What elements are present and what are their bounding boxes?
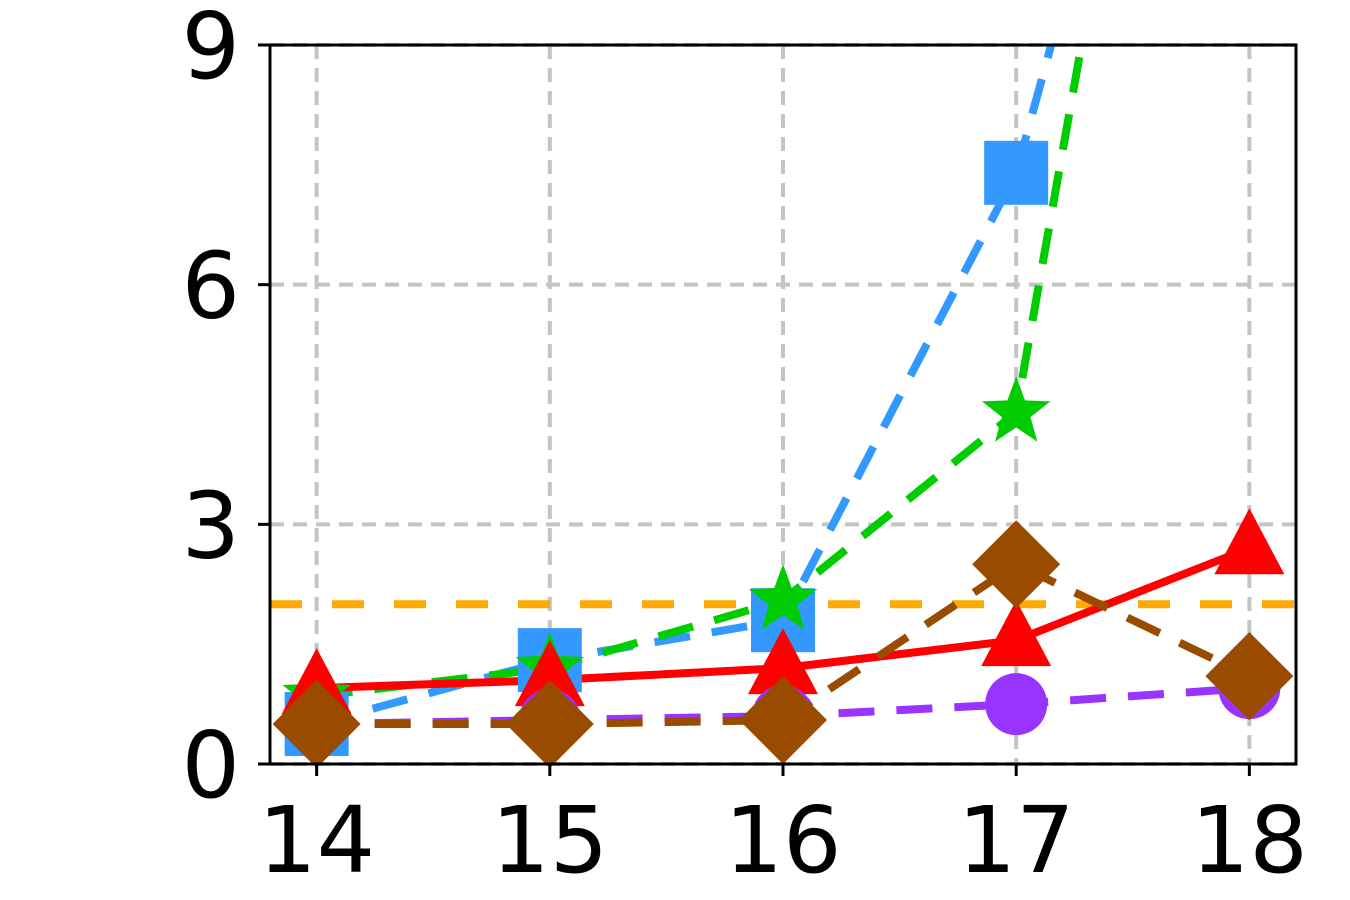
x-tick-label: 14 xyxy=(258,787,375,894)
data-point-triangle xyxy=(748,628,818,695)
data-point-triangle xyxy=(1214,508,1285,575)
x-tick-label: 16 xyxy=(724,787,841,894)
data-point-star xyxy=(748,564,818,630)
x-tick-label: 15 xyxy=(491,787,608,894)
data-point-diamond xyxy=(739,676,827,765)
data-point-square xyxy=(984,140,1049,205)
y-tick-label: 9 xyxy=(181,0,240,100)
y-tick-label: 6 xyxy=(181,233,240,340)
x-tick-label: 18 xyxy=(1191,787,1308,894)
data-point-diamond xyxy=(1205,632,1294,721)
x-tick-label: 17 xyxy=(958,787,1075,894)
y-axis: 0 3 6 9 xyxy=(181,0,270,819)
y-tick-label: 3 xyxy=(181,472,240,579)
y-tick-label: 0 xyxy=(181,712,240,819)
data-point-triangle xyxy=(514,640,585,707)
series-markers xyxy=(272,140,1294,769)
x-axis: 14 15 16 17 18 xyxy=(258,764,1308,894)
data-point-diamond xyxy=(505,680,594,769)
data-point-star xyxy=(981,376,1051,442)
data-point-diamond xyxy=(972,520,1061,609)
data-point-circle xyxy=(985,673,1048,736)
data-point-diamond xyxy=(272,680,361,769)
series-line-1-square xyxy=(315,45,1056,728)
data-point-triangle xyxy=(981,600,1052,667)
series-line-2-star xyxy=(316,45,1086,701)
